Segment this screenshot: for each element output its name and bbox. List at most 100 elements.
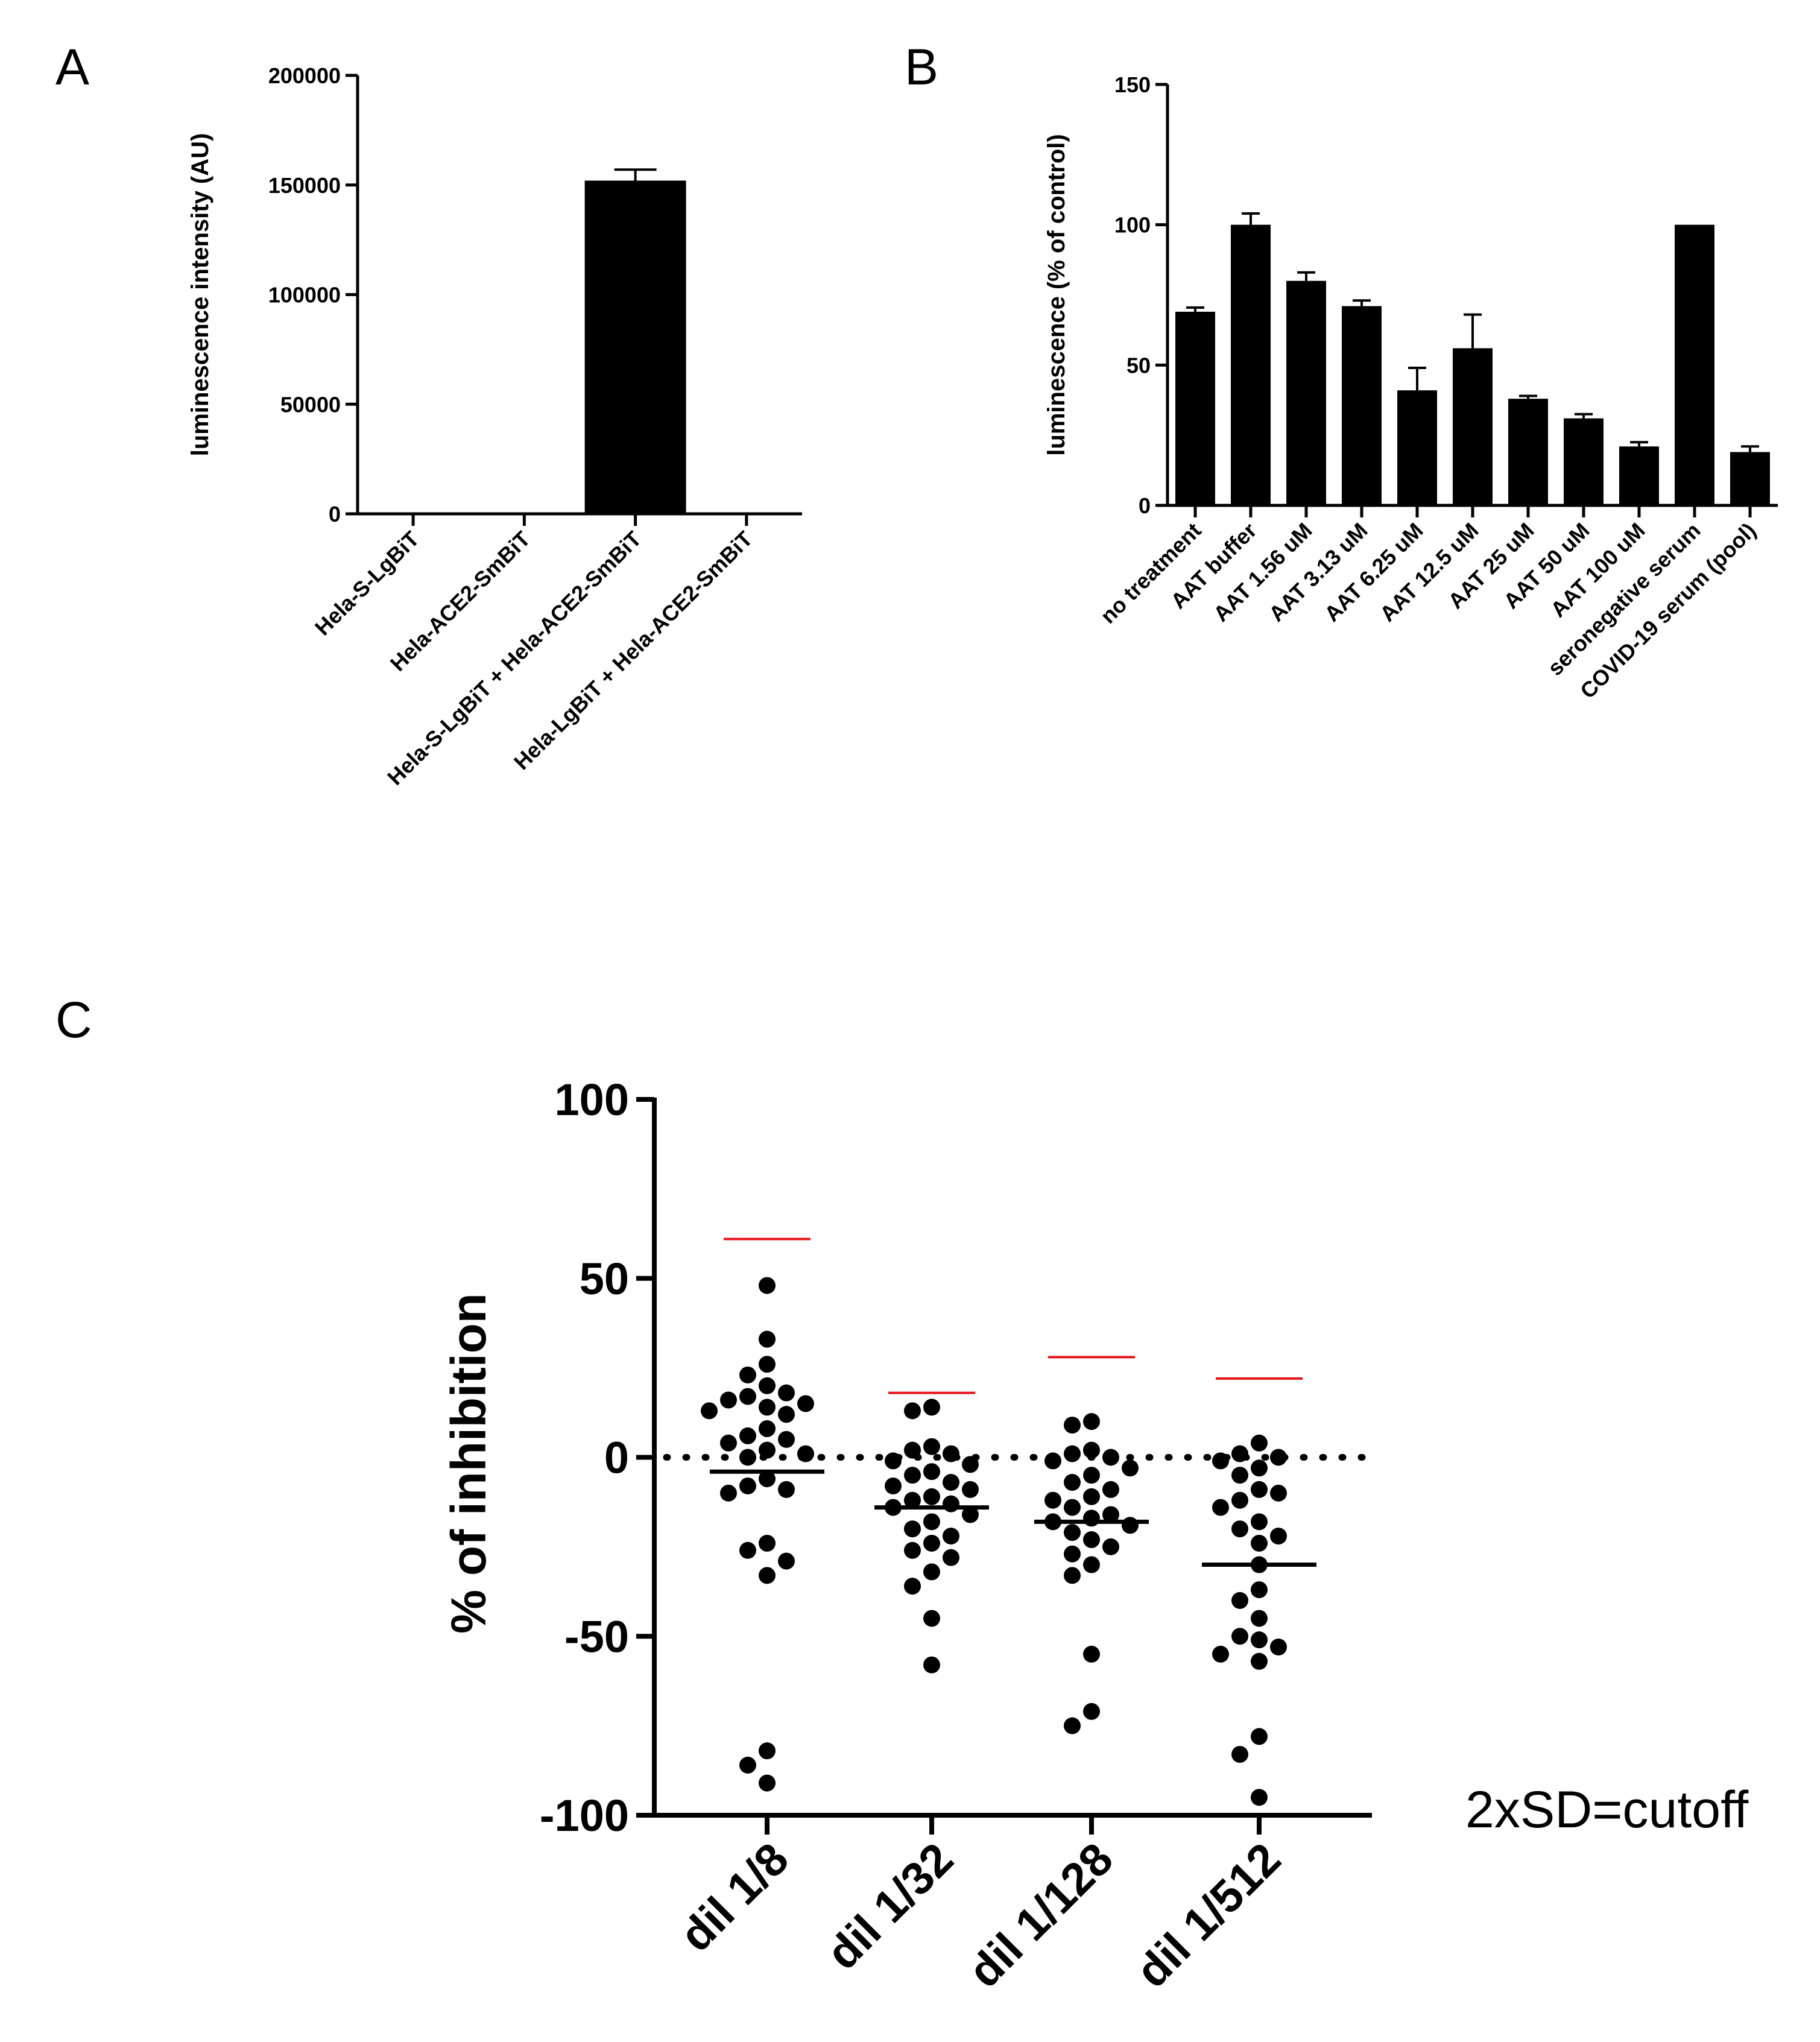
data-point [1102, 1481, 1119, 1498]
bar [1675, 224, 1714, 505]
cutoff-annotation: 2xSD=cutoff [1465, 1781, 1749, 1839]
data-point [759, 1742, 776, 1760]
data-point [1083, 1509, 1100, 1527]
data-point [759, 1330, 776, 1348]
data-point [1064, 1499, 1081, 1516]
data-point [962, 1456, 979, 1473]
y-tick-label: -50 [564, 1611, 629, 1661]
bar [1453, 348, 1493, 505]
data-point [759, 1377, 776, 1394]
data-point [1083, 1413, 1100, 1430]
data-point [1231, 1491, 1248, 1509]
data-point [759, 1470, 776, 1488]
bar [1730, 452, 1770, 505]
data-point [720, 1484, 737, 1502]
data-point [904, 1467, 921, 1484]
data-point [1212, 1499, 1229, 1516]
data-point [1083, 1488, 1100, 1505]
y-tick-label: 50000 [280, 392, 341, 417]
data-point [923, 1563, 940, 1581]
bar [473, 513, 575, 514]
data-point [720, 1434, 737, 1452]
data-point [759, 1774, 776, 1792]
data-point [904, 1491, 921, 1509]
data-point [1251, 1581, 1268, 1599]
data-point [1231, 1467, 1248, 1484]
y-tick-label: 0 [604, 1433, 629, 1483]
data-point [1270, 1484, 1287, 1502]
data-point [923, 1656, 940, 1674]
x-category-label: dil 1/128 [959, 1833, 1123, 1997]
x-category-label: Hela-S-LgBiT + Hela-ACE2-SmBiT [382, 526, 646, 790]
bar [1508, 399, 1548, 505]
data-point [943, 1549, 959, 1566]
bar [1397, 390, 1437, 505]
data-point [1231, 1746, 1248, 1763]
data-point [1083, 1441, 1100, 1459]
data-point [1122, 1517, 1139, 1534]
data-point [1064, 1474, 1081, 1491]
data-point [739, 1449, 756, 1466]
data-point [1212, 1645, 1229, 1663]
data-point [778, 1406, 795, 1423]
data-point [885, 1477, 902, 1494]
data-point [739, 1388, 756, 1405]
bar [1619, 446, 1659, 505]
panel-label-c: C [55, 991, 92, 1048]
x-category-label: dil 1/512 [1126, 1833, 1291, 1997]
data-point [1251, 1513, 1268, 1531]
bar [1564, 418, 1604, 505]
panel-a-chart: 0 50000 100000 150000 200000 luminescence int… [187, 63, 802, 790]
data-point [1251, 1481, 1268, 1498]
data-point [759, 1277, 776, 1294]
x-category-label: Hela-LgBiT + Hela-ACE2-SmBiT [509, 526, 757, 775]
data-point [720, 1391, 737, 1409]
x-category-label: dil 1/32 [817, 1833, 963, 1979]
data-point [1083, 1467, 1100, 1484]
data-point [904, 1520, 921, 1538]
data-point [1122, 1459, 1139, 1477]
data-point [923, 1513, 940, 1531]
data-point [797, 1445, 814, 1462]
data-point [797, 1395, 814, 1412]
y-tick-label: 0 [1139, 493, 1151, 518]
data-point [923, 1534, 940, 1552]
data-point [759, 1567, 776, 1584]
data-point [1231, 1628, 1248, 1645]
data-point [1064, 1524, 1081, 1541]
x-category-label: Hela-S-LgBiT [310, 526, 424, 640]
data-point [1270, 1449, 1287, 1466]
data-point [701, 1402, 718, 1420]
data-point [943, 1495, 959, 1513]
data-point [1251, 1631, 1268, 1649]
data-point [1083, 1702, 1100, 1720]
y-tick-label: 50 [580, 1254, 629, 1304]
data-point [759, 1420, 776, 1438]
data-point [1251, 1789, 1268, 1806]
data-point [1064, 1417, 1081, 1434]
data-point [1251, 1534, 1268, 1552]
data-point [778, 1430, 795, 1448]
y-tick-label: 0 [329, 502, 341, 526]
y-axis-title: % of inhibition [441, 1293, 496, 1634]
bar [362, 513, 464, 514]
data-point [1044, 1491, 1061, 1509]
data-point [923, 1610, 940, 1627]
data-point [904, 1402, 921, 1420]
data-point [962, 1506, 979, 1523]
data-point [778, 1384, 795, 1402]
data-point [1251, 1434, 1268, 1452]
data-point [759, 1356, 776, 1373]
data-point [1231, 1592, 1248, 1609]
bar [695, 513, 797, 514]
bar [1286, 280, 1326, 505]
y-tick-label: 100 [555, 1075, 629, 1125]
data-point [885, 1452, 902, 1470]
x-category-label: dil 1/8 [671, 1833, 798, 1961]
data-point [1044, 1452, 1061, 1470]
bar [1175, 311, 1215, 505]
data-point [923, 1399, 940, 1416]
bar [1342, 306, 1382, 505]
